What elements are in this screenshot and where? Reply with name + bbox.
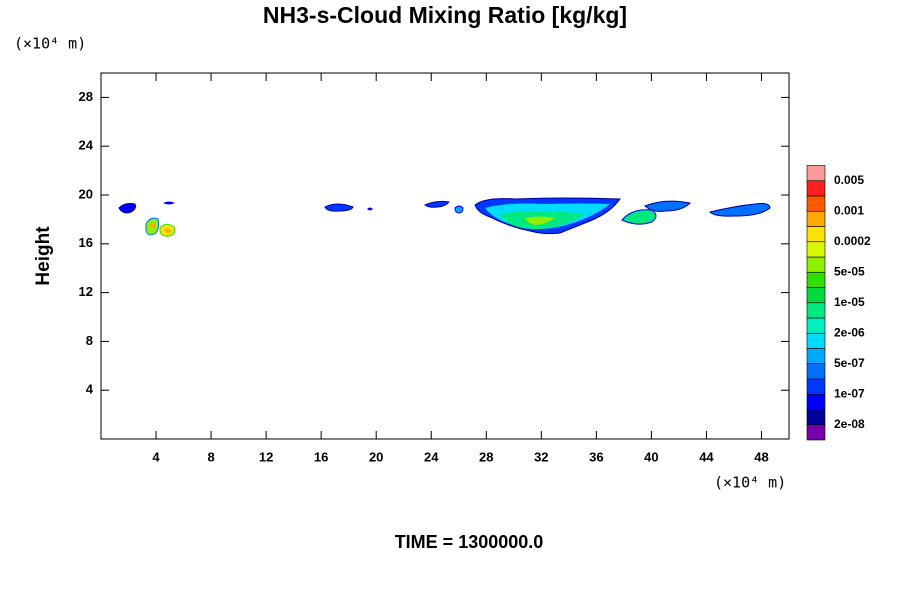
- colorbar-swatch: [806, 165, 826, 182]
- colorbar-swatch: [806, 409, 826, 426]
- colorbar-swatch: [806, 332, 826, 349]
- x-tick-label: 20: [369, 449, 383, 464]
- cloud-region: [644, 200, 692, 212]
- x-tick-label: 12: [259, 449, 273, 464]
- x-tick-label: 24: [424, 449, 439, 464]
- x-unit: (×10⁴ m): [714, 474, 786, 492]
- cloud-region: [324, 203, 354, 212]
- x-tick-label: 36: [589, 449, 603, 464]
- colorbar-label: 2e-06: [834, 325, 865, 339]
- colorbar-swatch: [806, 363, 826, 380]
- colorbar-label: 5e-05: [834, 264, 865, 278]
- colorbar-swatch: [806, 378, 826, 395]
- cloud-region: [423, 200, 450, 208]
- cloud-region: [164, 228, 171, 233]
- colorbar-swatch: [806, 180, 826, 197]
- colorbar-swatch: [806, 348, 826, 365]
- colorbar-label: 0.005: [834, 173, 864, 187]
- x-tick-label: 28: [479, 449, 493, 464]
- x-tick-label: 32: [534, 449, 548, 464]
- cloud-region: [150, 222, 156, 229]
- colorbar-label: 1e-07: [834, 386, 865, 400]
- colorbar-swatch: [806, 302, 826, 319]
- cloud-region: [118, 203, 136, 214]
- cloud-region: [709, 203, 771, 217]
- colorbar-label: 5e-07: [834, 356, 865, 370]
- chart-title: NH3-s-Cloud Mixing Ratio [kg/kg]: [263, 2, 627, 28]
- colorbar-swatch: [806, 287, 826, 304]
- x-tick-label: 8: [207, 449, 214, 464]
- x-tick-label: 40: [644, 449, 658, 464]
- colorbar-label: 0.001: [834, 203, 864, 217]
- y-tick-label: 28: [79, 89, 93, 104]
- cloud-region: [454, 205, 464, 214]
- colorbar-swatch: [806, 226, 826, 243]
- colorbar-swatch: [806, 317, 826, 334]
- colorbar-swatch: [806, 393, 826, 410]
- y-tick-label: 16: [79, 235, 93, 250]
- y-axis-label: Height: [33, 226, 54, 286]
- colorbar-swatch: [806, 241, 826, 258]
- cloud-region: [621, 209, 657, 225]
- colorbar-label: 1e-05: [834, 295, 865, 309]
- y-tick-label: 20: [79, 186, 93, 201]
- colorbar-swatch: [806, 256, 826, 273]
- colorbar-swatch: [806, 195, 826, 212]
- x-tick-label: 44: [699, 449, 714, 464]
- plot-frame: [100, 72, 790, 440]
- colorbar-label: 2e-08: [834, 417, 865, 431]
- x-tick-label: 16: [314, 449, 328, 464]
- y-tick-label: 4: [86, 382, 94, 397]
- cloud-region: [367, 207, 373, 211]
- x-tick-label: 48: [754, 449, 768, 464]
- y-tick-label: 8: [86, 333, 93, 348]
- y-tick-label: 12: [79, 284, 93, 299]
- colorbar-swatch: [806, 210, 826, 227]
- y-unit: (×10⁴ m): [14, 35, 86, 53]
- cloud-region: [525, 216, 555, 225]
- y-tick-label: 24: [79, 138, 94, 153]
- colorbar-label: 0.0002: [834, 234, 871, 248]
- x-tick-label: 4: [152, 449, 160, 464]
- time-label: TIME = 1300000.0: [395, 532, 544, 552]
- colorbar-swatch: [806, 271, 826, 288]
- cloud-field: [118, 197, 771, 237]
- cloud-region: [163, 201, 175, 205]
- colorbar-swatch: [806, 424, 826, 441]
